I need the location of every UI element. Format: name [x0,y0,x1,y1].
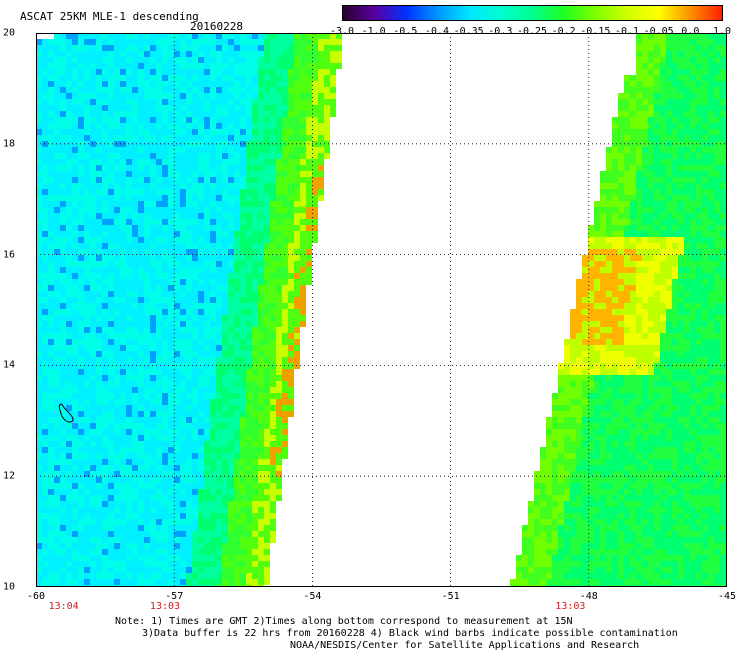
latitude-label: 18 [3,138,15,149]
credit-line: NOAA/NESDIS/Center for Satellite Applica… [290,640,639,651]
note-line-2: 3)Data buffer is 22 hrs from 20160228 4)… [142,628,678,639]
longitude-label: -54 [303,591,321,602]
longitude-label: -51 [442,591,460,602]
latitude-label: 16 [3,249,15,260]
colorbar [342,5,723,21]
latitude-label: 20 [3,28,15,39]
swath-cells [36,33,727,587]
latitude-label: 12 [3,471,15,482]
longitude-label: -60 [27,591,45,602]
pass-time-label: 13:03 [150,601,180,612]
product-title: ASCAT 25KM MLE-1 descending [20,10,199,23]
longitude-label: -45 [718,591,736,602]
note-line-1: Note: 1) Times are GMT 2)Times along bot… [115,616,573,627]
pass-time-label: 13:03 [555,601,585,612]
pass-time-label: 13:04 [49,601,79,612]
latitude-label: 14 [3,360,15,371]
latitude-label: 10 [3,582,15,593]
wind-swath-map [36,33,727,587]
product-date: 20160228 [190,20,243,33]
